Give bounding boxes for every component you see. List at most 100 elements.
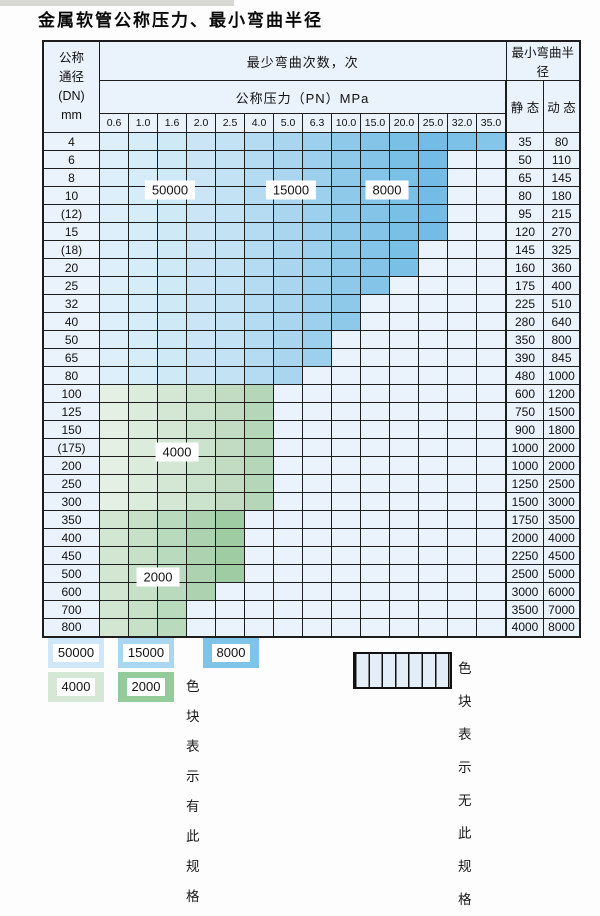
no-spec-cell	[476, 150, 507, 169]
spec-cell	[302, 258, 332, 277]
spec-cell	[157, 510, 187, 529]
static-radius-cell: 350	[505, 330, 544, 349]
spec-cell	[273, 330, 303, 349]
spec-cell	[244, 294, 274, 313]
table-row-dn-125: 125 750 1500	[42, 402, 581, 421]
static-radius-cell: 95	[505, 204, 544, 223]
spec-cell	[186, 510, 216, 529]
no-spec-cell	[331, 474, 361, 493]
no-spec-cell	[447, 258, 477, 277]
table-row-dn-200: 200 1000 2000	[42, 456, 581, 475]
table-row-dn-32: 32 225 510	[42, 294, 581, 313]
pressure-col-header: 10.0	[331, 113, 361, 133]
spec-cell	[157, 492, 187, 511]
spec-cell	[157, 258, 187, 277]
spec-cell	[157, 474, 187, 493]
table-row-dn-100: 100 600 1200	[42, 384, 581, 403]
dn-cell: 50	[42, 330, 100, 349]
spec-cell	[128, 420, 158, 439]
no-spec-cell	[331, 564, 361, 583]
no-spec-cell	[302, 402, 332, 421]
spec-cell	[99, 420, 129, 439]
spec-cell	[244, 474, 274, 493]
static-radius-cell: 1500	[505, 492, 544, 511]
no-spec-cell	[418, 582, 448, 601]
static-radius-cell: 1750	[505, 510, 544, 529]
dn-cell: 65	[42, 348, 100, 367]
static-radius-cell: 160	[505, 258, 544, 277]
spec-cell	[273, 204, 303, 223]
static-radius-cell: 750	[505, 402, 544, 421]
spec-cell	[302, 150, 332, 169]
spec-cell	[99, 438, 129, 457]
no-spec-cell	[273, 438, 303, 457]
table-row-dn-250: 250 1250 2500	[42, 474, 581, 493]
static-radius-cell: 1000	[505, 438, 544, 457]
dynamic-radius-cell: 640	[543, 312, 581, 331]
spec-cell	[128, 474, 158, 493]
no-spec-cell	[302, 600, 332, 619]
table-row-dn-400: 400 2000 4000	[42, 528, 581, 547]
no-spec-cell	[476, 204, 507, 223]
spec-cell	[99, 348, 129, 367]
dynamic-radius-cell: 5000	[543, 564, 581, 583]
spec-cell	[99, 582, 129, 601]
no-spec-cell	[244, 528, 274, 547]
spec-cell	[244, 402, 274, 421]
static-radius-cell: 2000	[505, 528, 544, 547]
no-spec-cell	[273, 474, 303, 493]
no-spec-cell	[360, 456, 390, 475]
dn-cell: 80	[42, 366, 100, 385]
spec-cell	[244, 456, 274, 475]
spec-cell	[331, 204, 361, 223]
static-radius-cell: 480	[505, 366, 544, 385]
no-spec-cell	[331, 366, 361, 385]
dn-cell: 20	[42, 258, 100, 277]
spec-cell	[186, 222, 216, 241]
no-spec-cell	[273, 600, 303, 619]
no-spec-cell	[215, 600, 245, 619]
no-spec-cell	[273, 420, 303, 439]
spec-cell	[273, 366, 303, 385]
spec-cell	[215, 204, 245, 223]
nominal-pressure-header: 公称压力（PN）MPa	[99, 80, 507, 114]
static-radius-cell: 1250	[505, 474, 544, 493]
spec-cell	[418, 204, 448, 223]
no-spec-cell	[389, 420, 419, 439]
page-title: 金属软管公称压力、最小弯曲半径	[38, 11, 323, 31]
spec-cell	[128, 294, 158, 313]
spec-cell	[99, 618, 129, 637]
no-spec-cell	[389, 312, 419, 331]
legend-swatch-15000: 15000	[118, 638, 174, 668]
no-spec-cell	[331, 402, 361, 421]
dynamic-radius-cell: 400	[543, 276, 581, 295]
spec-cell	[215, 222, 245, 241]
corner-line: (DN)	[58, 89, 85, 103]
spec-cell	[186, 582, 216, 601]
pressure-values-header-row: 0.6 1.0 1.6 2.0 2.5 4.0 5.0 6.3 10.0 15.0 20.0 25.0…	[43, 113, 580, 133]
no-spec-cell	[418, 600, 448, 619]
no-spec-cell	[418, 294, 448, 313]
spec-cell	[157, 222, 187, 241]
spec-cell	[128, 492, 158, 511]
static-radius-cell: 4000	[505, 618, 544, 637]
no-spec-cell	[331, 510, 361, 529]
no-spec-cell	[418, 366, 448, 385]
static-radius-cell: 225	[505, 294, 544, 313]
spec-cell	[99, 150, 129, 169]
spec-cell	[476, 132, 507, 151]
static-radius-cell: 3000	[505, 582, 544, 601]
spec-cell	[186, 528, 216, 547]
no-spec-cell	[476, 258, 507, 277]
spec-cell	[157, 294, 187, 313]
legend-swatch-label: 2000	[126, 678, 166, 696]
no-spec-cell	[418, 402, 448, 421]
spec-cell	[244, 222, 274, 241]
pressure-col-header: 1.0	[128, 113, 158, 133]
dn-cell: 100	[42, 384, 100, 403]
static-radius-cell: 280	[505, 312, 544, 331]
no-spec-cell	[447, 366, 477, 385]
pressure-col-header: 32.0	[447, 113, 477, 133]
spec-cell	[447, 132, 477, 151]
cycle-zone-label-50000: 50000	[144, 180, 196, 200]
